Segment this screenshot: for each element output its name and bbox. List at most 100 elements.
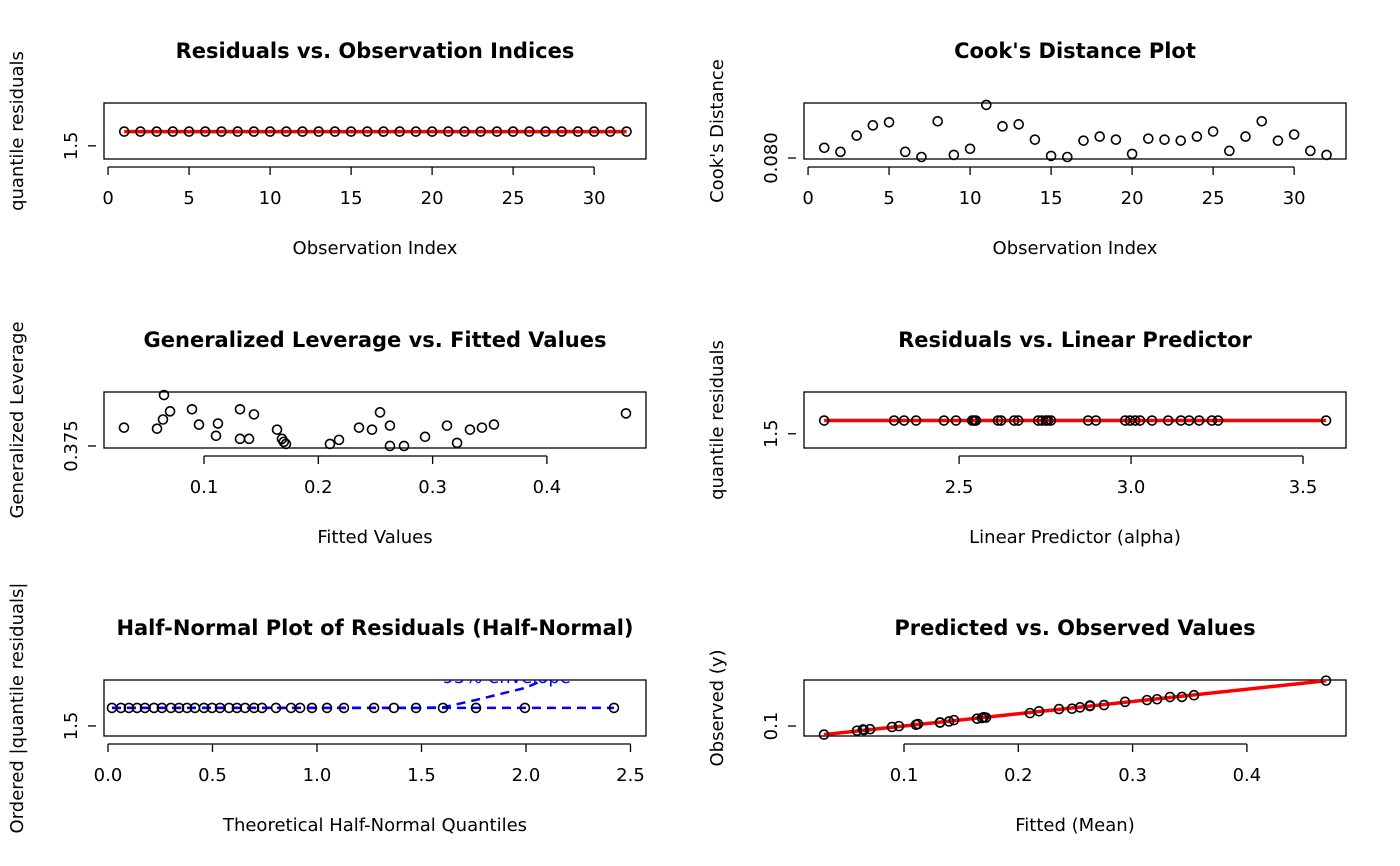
point [271,424,283,435]
point [280,438,292,450]
point [384,420,396,431]
point [459,126,470,137]
point [378,126,389,137]
point [1053,703,1065,715]
point [912,718,924,730]
point [248,702,260,714]
point [893,720,905,732]
x-tick-label: 0 [102,188,113,209]
y-axis-label: quantile residuals [707,340,728,500]
point [353,422,365,433]
point [1305,145,1316,157]
point [1090,415,1102,426]
panel-title: Residuals vs. Linear Predictor [898,328,1252,352]
point [388,702,400,714]
point [199,126,211,137]
point [210,430,222,442]
panel: Predicted vs. Observed Values Fitted (Mea… [707,616,1347,836]
point [234,433,246,445]
point [1134,415,1146,426]
point [964,143,976,155]
point [426,126,438,137]
point [1159,134,1170,145]
point [898,415,910,426]
point [491,126,503,137]
x-tick-label: 0.3 [418,477,447,498]
point [297,126,308,137]
y-axis-label: Ordered |quantile residuals| [7,583,28,834]
point [1256,115,1268,127]
point [948,714,960,726]
point [605,126,616,137]
y-tick-label: 0.375 [61,420,82,472]
point [198,702,210,714]
x-tick-label: 2.0 [512,765,541,786]
point [950,415,962,426]
x-tick-label: 20 [1121,188,1144,209]
point [1320,675,1332,686]
point [333,434,345,446]
x-axis-label: Observation Index [293,238,458,259]
point [524,126,535,137]
point [1013,119,1024,130]
point [899,146,911,158]
point [1032,415,1044,426]
point [980,712,992,723]
point [115,702,127,714]
point [437,702,449,714]
x-tick-label: 25 [502,188,525,209]
point [1119,415,1131,426]
point [1207,126,1219,137]
point [278,436,290,448]
point [997,121,1008,132]
point [1033,705,1045,717]
point [992,415,1004,426]
x-tick-label: 5 [183,188,194,209]
point [368,702,380,714]
point [1045,150,1057,162]
point [1240,131,1251,142]
point [888,415,900,426]
point [223,702,235,714]
panel-title: Generalized Leverage vs. Fitted Values [144,328,607,352]
y-axis-label: Generalized Leverage [7,321,28,518]
point [1110,134,1122,145]
point [1193,415,1205,426]
panel: Cook's Distance Plot Observation Index Coo… [707,39,1347,259]
point [173,702,185,714]
point [338,702,350,714]
point [620,408,632,419]
point [234,404,246,415]
point [943,716,955,727]
point [475,126,487,137]
point [1146,415,1158,426]
point [867,120,879,131]
point [1224,145,1235,157]
point [1066,703,1078,715]
x-tick-label: 2.5 [945,477,974,498]
point [1143,133,1154,144]
x-tick-label: 0.3 [1118,765,1147,786]
x-tick-label: 0 [802,188,813,209]
point [818,142,830,154]
point [1164,691,1176,703]
point [183,126,195,137]
point [1206,415,1218,426]
panel-title: Residuals vs. Observation Indices [176,39,575,63]
point [1188,689,1200,701]
point [948,149,960,161]
point [621,126,632,137]
x-tick-label: 10 [959,188,982,209]
x-tick-label: 0.2 [304,477,333,498]
point [519,702,531,714]
point [932,115,943,127]
plot-box [803,102,1347,160]
point [186,404,198,415]
point [181,702,193,714]
x-tick-label: 0.4 [1233,765,1262,786]
point [123,702,135,714]
y-tick-label: 1.5 [61,712,82,741]
point [980,99,992,111]
point [1288,129,1300,140]
point [507,126,519,137]
